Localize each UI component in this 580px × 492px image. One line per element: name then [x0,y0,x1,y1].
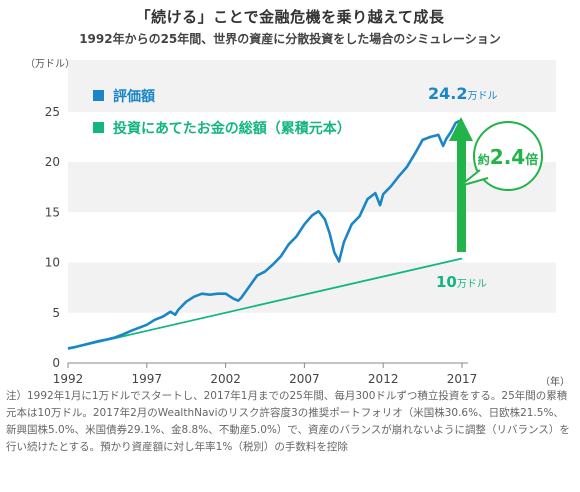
valuation-line [67,118,463,350]
legend-label-valuation: 評価額 [113,88,155,105]
legend-swatch-principal [93,122,104,133]
grid-band [68,60,556,112]
principal-line [67,257,463,350]
y-tick-label: 25 [45,105,60,119]
principal-end-unit: 万ドル [457,279,487,290]
chart-subtitle: 1992年からの25年間、世界の資産に分散投資をした場合のシミュレーション [79,32,501,46]
multiplier-callout: 約2.4倍 [459,121,543,191]
legend-swatch-valuation [93,90,104,101]
footnote: 注）1992年1月に1万ドルでスタートし、2017年1月までの25年間、毎月30… [6,390,570,453]
x-tick-label: 2012 [368,372,399,386]
x-tick-label: 1997 [132,372,163,386]
multiplier-prefix: 約 [478,152,490,167]
valuation-end-label: 24.2万ドル [428,84,497,103]
y-tick-label: 0 [52,356,60,370]
y-tick-label: 5 [52,306,60,320]
principal-end-value: 10 [436,273,457,291]
x-axis-unit-label: （年） [540,375,570,388]
legend-label-principal: 投資にあてたお金の総額（累積元本） [113,120,351,137]
multiplier-suffix: 倍 [525,152,538,168]
x-tick-label: 2007 [289,372,320,386]
multiplier-value: 2.4 [490,145,525,169]
x-tick-label: 2002 [210,372,241,386]
principal-end-label: 10万ドル [436,273,487,291]
y-tick-label: 20 [45,155,60,169]
valuation-end-value: 24.2 [428,84,467,103]
x-tick-label: 2017 [447,372,478,386]
valuation-end-unit: 万ドル [467,91,497,102]
growth-arrow-head [449,117,473,141]
multiplier-bubble-circle [473,121,543,191]
y-tick-label: 15 [45,205,60,219]
y-axis-unit-label: （万ドル） [25,58,75,70]
grid-band [68,262,556,313]
y-tick-label: 10 [45,256,60,270]
growth-arrow [449,117,473,252]
growth-arrow-shaft [457,137,466,252]
legend: 評価額 投資にあてたお金の総額（累積元本） [93,88,351,137]
multiplier-bubble-tail [459,169,489,187]
growth-chart: 0 5 10 15 20 25 1992 1997 2002 2007 2012 2017 （万ドル）… [25,58,570,388]
chart-title: 「続ける」ことで金融危機を乗り越えて成長 [135,8,445,26]
grid-band [68,162,556,213]
multiplier-text: 約2.4倍 [478,145,538,169]
x-tick-label: 1992 [53,372,84,386]
